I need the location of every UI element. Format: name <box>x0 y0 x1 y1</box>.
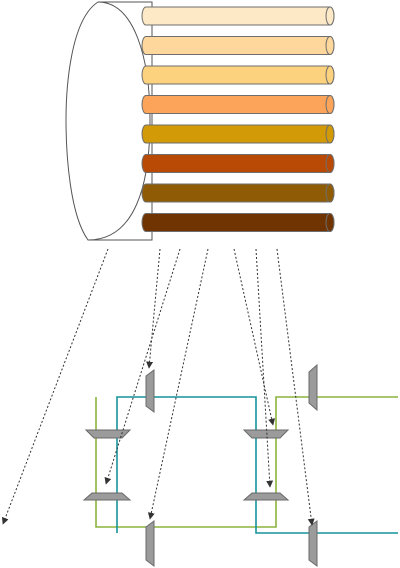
connector-group <box>82 363 318 567</box>
fiber-4 <box>141 95 335 114</box>
fiber-8 <box>141 213 335 232</box>
arrow-to-left-bottom-connector <box>104 248 181 485</box>
green-wire-main <box>95 396 398 528</box>
arrow-to-edge <box>1 248 109 525</box>
fiber-2-end-cap <box>325 36 335 55</box>
connector-left-top <box>84 429 132 439</box>
cylinder-body <box>65 1 153 241</box>
connector-vertical-lower-left <box>145 520 155 567</box>
teal-wire-path <box>116 396 398 534</box>
arrow-to-right-bottom-connector <box>255 248 274 488</box>
fiber-4-end-cap <box>325 95 335 114</box>
cable-cylinder <box>65 1 153 241</box>
arrow-to-upper-left-connector <box>146 248 161 369</box>
fiber-link-arrows <box>1 248 315 526</box>
connector-vertical-lower-right <box>308 520 318 567</box>
fiber-1-end-cap <box>325 6 335 26</box>
arrow-to-lower-right-connector <box>276 248 315 526</box>
teal-wire-main <box>116 396 398 534</box>
cylinder-face <box>87 1 151 241</box>
fiber-7 <box>141 183 335 203</box>
connector-right-top <box>242 429 290 439</box>
fiber-8-end-cap <box>325 213 335 232</box>
fiber-3 <box>141 65 335 85</box>
fiber-3-end-cap <box>325 65 335 85</box>
connector-vertical-upper-right <box>308 363 318 412</box>
connector-vertical-upper-left <box>145 369 155 413</box>
fiber-5 <box>141 124 335 144</box>
connector-left-bottom <box>82 492 132 501</box>
fiber-bundle <box>141 6 335 232</box>
fiber-2 <box>141 36 335 55</box>
connector-right-bottom <box>242 492 290 501</box>
fiber-6 <box>141 154 335 173</box>
fiber-1 <box>141 6 335 26</box>
fiber-6-end-cap <box>325 154 335 173</box>
arrow-to-lower-left-connector <box>147 248 209 520</box>
fiber-7-end-cap <box>325 183 335 203</box>
fiber-5-end-cap <box>325 124 335 144</box>
arrow-to-right-top-connector <box>233 248 276 426</box>
green-wire-path <box>95 396 398 528</box>
